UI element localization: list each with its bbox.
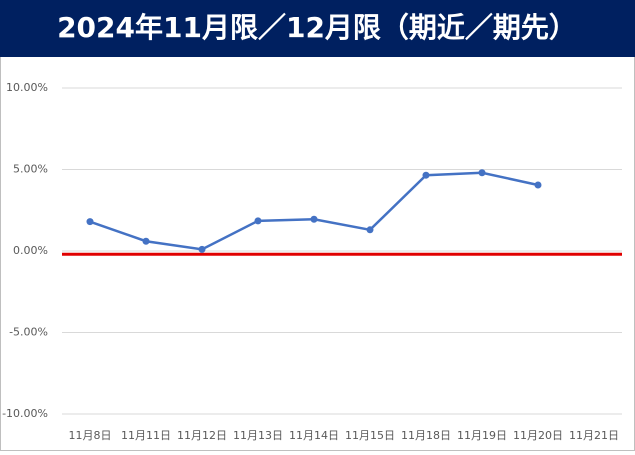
x-tick-label: 11月19日 xyxy=(457,429,507,442)
data-point xyxy=(534,181,542,189)
y-tick-label: -5.00% xyxy=(9,326,48,339)
y-tick-label: 10.00% xyxy=(6,81,48,94)
x-tick-label: 11月11日 xyxy=(121,429,171,442)
data-point xyxy=(310,215,318,223)
data-point xyxy=(366,226,374,234)
data-point xyxy=(142,237,150,245)
x-tick-label: 11月20日 xyxy=(513,429,563,442)
data-point xyxy=(478,169,486,177)
data-point xyxy=(86,218,94,226)
y-tick-label: 0.00% xyxy=(13,244,48,257)
y-tick-label: 5.00% xyxy=(13,163,48,176)
data-point xyxy=(254,217,262,225)
x-tick-label: 11月8日 xyxy=(69,429,112,442)
data-point xyxy=(422,171,430,179)
y-tick-label: -10.00% xyxy=(2,407,48,420)
x-tick-label: 11月13日 xyxy=(233,429,283,442)
data-point xyxy=(198,245,206,253)
x-tick-label: 11月18日 xyxy=(401,429,451,442)
x-tick-label: 11月15日 xyxy=(345,429,395,442)
x-tick-label: 11月12日 xyxy=(177,429,227,442)
x-tick-label: 11月14日 xyxy=(289,429,339,442)
x-tick-label: 11月21日 xyxy=(569,429,619,442)
chart-title: 2024年11月限／12月限（期近／期先） xyxy=(57,11,577,44)
title-banner xyxy=(0,0,635,57)
